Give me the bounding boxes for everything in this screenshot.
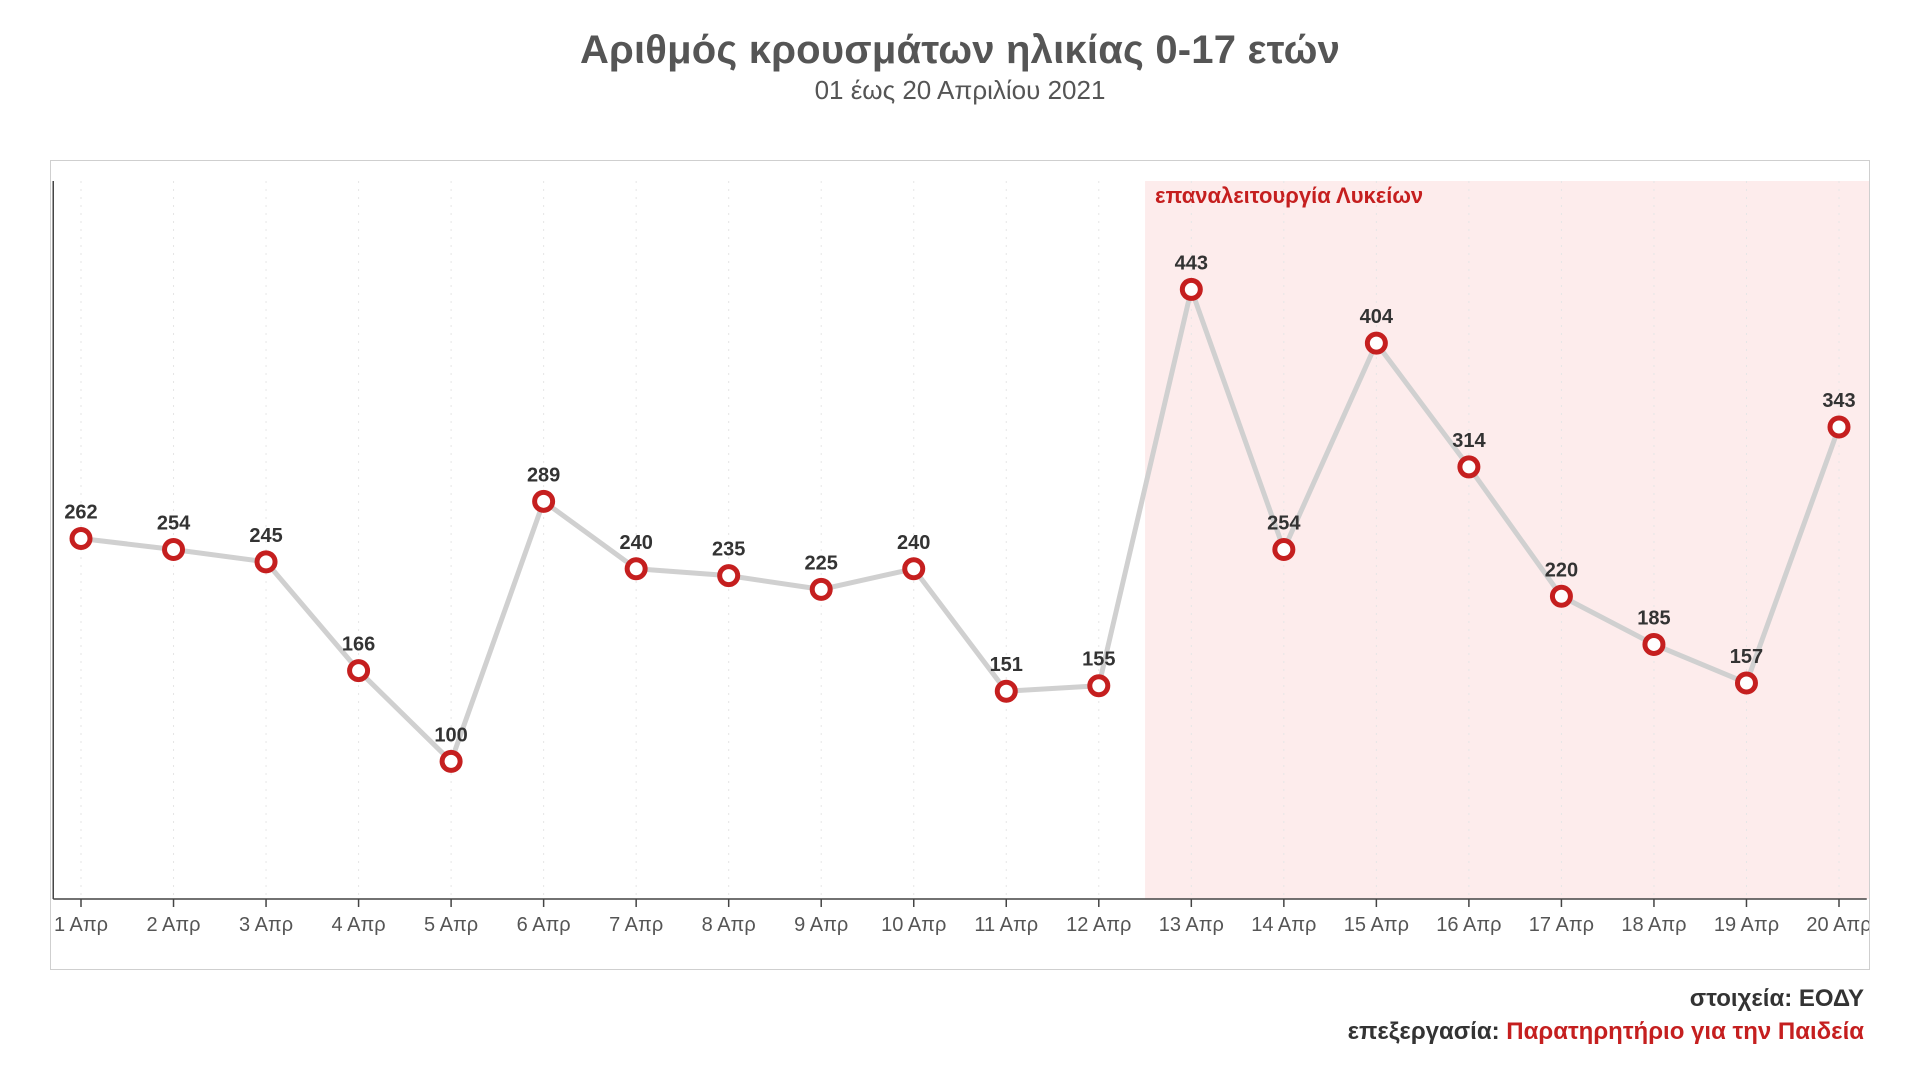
x-tick-label: 11 Απρ bbox=[974, 914, 1038, 936]
data-point bbox=[997, 682, 1015, 700]
data-point bbox=[165, 540, 183, 558]
credits-source-value: ΕΟΔΥ bbox=[1799, 985, 1864, 1012]
data-point bbox=[1275, 540, 1293, 558]
title-block: Αριθμός κρουσμάτων ηλικίας 0-17 ετών 01 … bbox=[0, 0, 1920, 106]
data-point bbox=[1830, 418, 1848, 436]
x-tick-label: 2 Απρ bbox=[146, 914, 200, 936]
data-label: 314 bbox=[1452, 430, 1486, 452]
credits-processing-value: Παρατηρητήριο για την Παιδεία bbox=[1506, 1018, 1864, 1045]
highlight-label: επαναλειτουργία Λυκείων bbox=[1155, 183, 1423, 208]
x-tick-label: 3 Απρ bbox=[239, 914, 293, 936]
x-tick-label: 19 Απρ bbox=[1714, 914, 1779, 936]
chart-title: Αριθμός κρουσμάτων ηλικίας 0-17 ετών bbox=[0, 28, 1920, 73]
chart-container: επαναλειτουργία Λυκείων 1 Απρ 2 Απρ 3 Απρ 4 … bbox=[50, 160, 1870, 970]
x-tick-label: 6 Απρ bbox=[517, 914, 571, 936]
x-tick-label: 14 Απρ bbox=[1251, 914, 1316, 936]
data-point bbox=[72, 529, 90, 547]
data-label: 254 bbox=[157, 512, 191, 534]
x-tick-label: 12 Απρ bbox=[1066, 914, 1131, 936]
data-label: 404 bbox=[1360, 306, 1394, 328]
data-point bbox=[720, 567, 738, 585]
data-point bbox=[350, 662, 368, 680]
x-tick-label: 17 Απρ bbox=[1529, 914, 1594, 936]
x-tick-label: 9 Απρ bbox=[794, 914, 848, 936]
data-point bbox=[1090, 677, 1108, 695]
data-label: 100 bbox=[434, 724, 467, 746]
data-label: 289 bbox=[527, 464, 560, 486]
credits-processing: επεξεργασία: Παρατηρητήριο για την Παιδε… bbox=[1348, 1016, 1864, 1048]
x-tick-label: 18 Απρ bbox=[1621, 914, 1686, 936]
data-point bbox=[1367, 334, 1385, 352]
data-label: 245 bbox=[249, 525, 282, 547]
data-label: 157 bbox=[1730, 646, 1763, 668]
chart-subtitle: 01 έως 20 Απριλίου 2021 bbox=[0, 75, 1920, 106]
data-point bbox=[257, 553, 275, 571]
data-point bbox=[627, 560, 645, 578]
x-tick-label: 1 Απρ bbox=[54, 914, 108, 936]
data-point bbox=[1645, 635, 1663, 653]
data-point bbox=[1460, 458, 1478, 476]
data-label: 155 bbox=[1082, 649, 1115, 671]
x-tick-label: 7 Απρ bbox=[609, 914, 663, 936]
line-chart: επαναλειτουργία Λυκείων 1 Απρ 2 Απρ 3 Απρ 4 … bbox=[51, 161, 1869, 969]
x-tick-label: 20 Απρ bbox=[1806, 914, 1869, 936]
data-label: 185 bbox=[1637, 607, 1670, 629]
credits-source: στοιχεία: ΕΟΔΥ bbox=[1348, 983, 1864, 1015]
data-point bbox=[812, 580, 830, 598]
x-tick-label: 15 Απρ bbox=[1344, 914, 1409, 936]
data-label: 151 bbox=[990, 654, 1023, 676]
data-label: 240 bbox=[897, 532, 930, 554]
data-point bbox=[1552, 587, 1570, 605]
data-label: 166 bbox=[342, 634, 375, 656]
data-point bbox=[1737, 674, 1755, 692]
data-point bbox=[1182, 280, 1200, 298]
data-label: 235 bbox=[712, 539, 745, 561]
data-label: 262 bbox=[64, 501, 97, 523]
x-tick-label: 10 Απρ bbox=[881, 914, 946, 936]
data-label: 225 bbox=[805, 552, 838, 574]
x-tick-label: 4 Απρ bbox=[332, 914, 386, 936]
data-point bbox=[905, 560, 923, 578]
credits: στοιχεία: ΕΟΔΥ επεξεργασία: Παρατηρητήρι… bbox=[1348, 983, 1864, 1048]
data-label: 220 bbox=[1545, 559, 1578, 581]
credits-processing-label: επεξεργασία: bbox=[1348, 1018, 1500, 1045]
data-label: 254 bbox=[1267, 512, 1301, 534]
page: Αριθμός κρουσμάτων ηλικίας 0-17 ετών 01 … bbox=[0, 0, 1920, 1080]
x-tick-label: 8 Απρ bbox=[702, 914, 756, 936]
x-tick-label: 16 Απρ bbox=[1436, 914, 1501, 936]
credits-source-label: στοιχεία: bbox=[1690, 985, 1792, 1012]
data-label: 443 bbox=[1175, 252, 1208, 274]
data-point bbox=[535, 492, 553, 510]
x-tick-label: 13 Απρ bbox=[1159, 914, 1224, 936]
data-label: 343 bbox=[1822, 390, 1855, 412]
data-point bbox=[442, 752, 460, 770]
x-tick-label: 5 Απρ bbox=[424, 914, 478, 936]
data-label: 240 bbox=[619, 532, 652, 554]
